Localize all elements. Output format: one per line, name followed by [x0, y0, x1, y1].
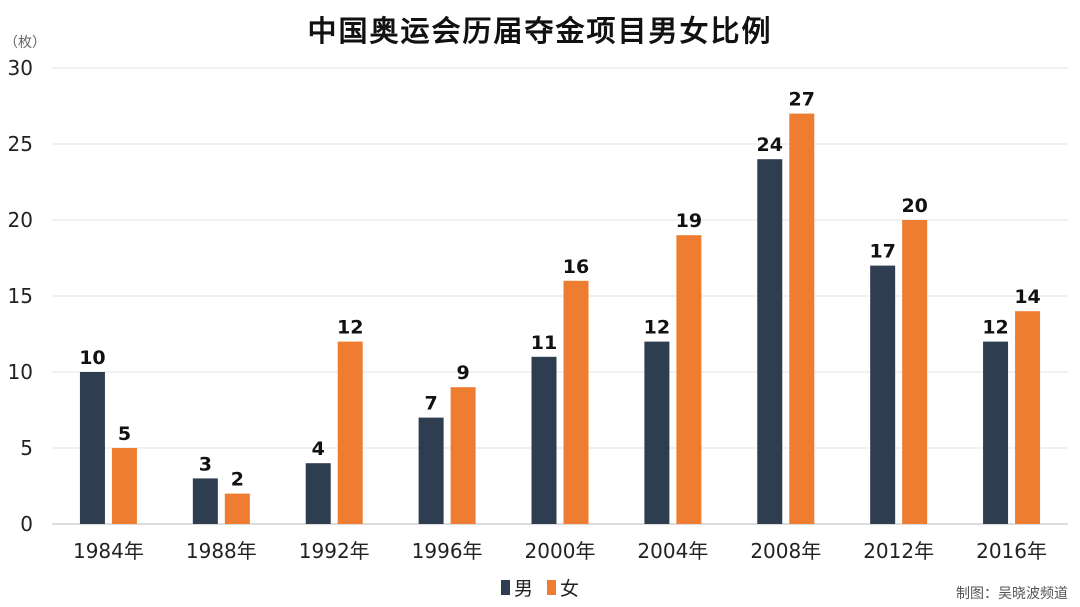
x-tick-label: 2016年	[976, 539, 1047, 563]
chart-title: 中国奥运会历届夺金项目男女比例	[307, 14, 773, 48]
bar-female	[676, 235, 702, 524]
y-tick-label: 30	[8, 56, 33, 80]
data-label-male: 7	[424, 393, 437, 415]
data-label-female: 19	[676, 210, 702, 232]
bar-female	[789, 113, 815, 524]
data-label-female: 27	[789, 89, 815, 111]
x-tick-label: 1988年	[186, 539, 257, 563]
x-tick-label: 2008年	[750, 539, 821, 563]
data-label-male: 10	[79, 347, 105, 369]
x-tick-label: 1996年	[412, 539, 483, 563]
x-tick-label: 2012年	[863, 539, 934, 563]
bar-male	[757, 159, 783, 524]
x-tick-label: 1984年	[73, 539, 144, 563]
data-label-female: 20	[901, 195, 927, 217]
y-tick-label: 20	[8, 208, 33, 232]
legend-swatch-male	[500, 580, 510, 595]
x-tick-label: 1992年	[299, 539, 370, 563]
bar-female	[224, 493, 250, 524]
legend-item-female: 女	[547, 574, 579, 601]
legend-item-male: 男	[500, 574, 533, 601]
data-label-female: 9	[456, 362, 469, 384]
bar-male	[983, 341, 1009, 524]
bar-female	[450, 387, 476, 524]
data-label-female: 5	[118, 423, 131, 445]
data-label-male: 11	[531, 332, 557, 354]
data-label-male: 3	[199, 453, 212, 475]
data-label-female: 12	[337, 317, 363, 339]
y-tick-label: 0	[20, 512, 33, 536]
data-label-male: 24	[757, 134, 783, 156]
y-axis-unit: （枚）	[4, 35, 46, 51]
bar-female	[111, 448, 137, 524]
y-tick-label: 5	[20, 436, 33, 460]
data-label-male: 17	[869, 241, 895, 263]
bar-male	[79, 372, 105, 524]
legend-label-male: 男	[513, 578, 533, 600]
chart-credit: 制图：吴晓波频道	[956, 586, 1068, 602]
bar-male	[192, 478, 218, 524]
legend-label-female: 女	[560, 578, 580, 600]
bar-female	[1015, 311, 1041, 524]
bar-female	[337, 341, 363, 524]
bar-male	[644, 341, 670, 524]
y-tick-label: 15	[8, 284, 33, 308]
data-label-male: 4	[312, 438, 325, 460]
data-label-female: 16	[563, 256, 589, 278]
bar-female	[902, 220, 928, 524]
bar-male	[305, 463, 331, 524]
data-label-female: 2	[231, 469, 244, 491]
bar-male	[870, 265, 896, 524]
bar-male	[418, 417, 444, 524]
bar-male	[531, 356, 557, 524]
data-label-female: 14	[1014, 286, 1040, 308]
y-tick-label: 25	[8, 132, 33, 156]
legend: 男 女	[0, 574, 1080, 601]
y-tick-label: 10	[8, 360, 33, 384]
data-label-male: 12	[644, 317, 670, 339]
legend-swatch-female	[547, 580, 556, 595]
x-tick-label: 2004年	[637, 539, 708, 563]
bar-female	[563, 280, 589, 524]
data-label-male: 12	[982, 317, 1008, 339]
x-tick-label: 2000年	[525, 539, 596, 563]
